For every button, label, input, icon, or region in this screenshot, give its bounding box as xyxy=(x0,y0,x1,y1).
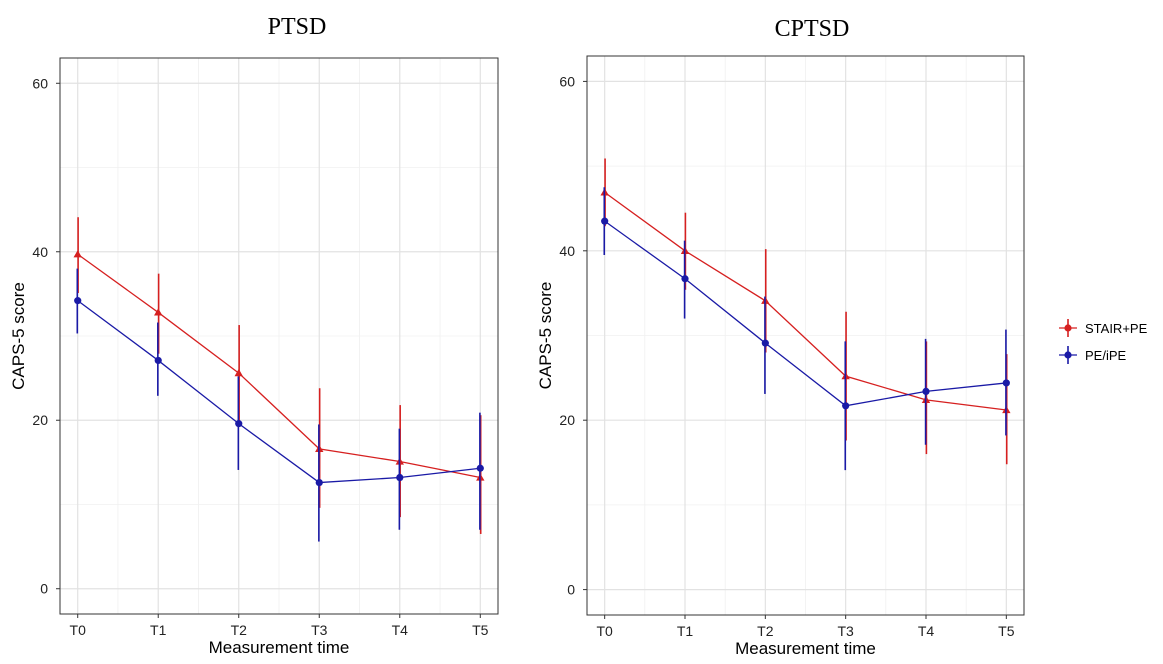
panel-ptsd: 0 20 40 60 T0 T1 T2 T3 T4 T5 PTSD Measurement time C… xyxy=(9,14,499,657)
x-tick-label: T1 xyxy=(150,622,167,638)
data-point xyxy=(476,464,484,472)
x-tick-label: T0 xyxy=(597,623,614,639)
y-tick-label: 40 xyxy=(559,243,575,259)
x-tick-label: T2 xyxy=(757,623,774,639)
legend-label: STAIR+PE xyxy=(1085,321,1148,336)
x-tick-label: T3 xyxy=(837,623,854,639)
x-tick-label: T4 xyxy=(392,622,409,638)
y-tick-label: 60 xyxy=(559,73,575,89)
y-tick-label: 0 xyxy=(40,581,48,597)
panel-cptsd: 0 20 40 60 T0 T1 T2 T3 T4 T5 CPTSD Measurement time… xyxy=(536,16,1025,658)
data-point xyxy=(234,368,243,377)
plot-frame xyxy=(586,55,1025,616)
x-tick-label: T2 xyxy=(231,622,248,638)
legend-label: PE/iPE xyxy=(1085,348,1127,363)
legend-key-marker xyxy=(1064,351,1072,359)
data-point xyxy=(761,339,769,347)
x-tick-label: T1 xyxy=(677,623,694,639)
data-point xyxy=(235,420,243,428)
y-tick-label: 40 xyxy=(32,244,48,260)
y-tick-label: 0 xyxy=(567,582,575,598)
x-axis-title: Measurement time xyxy=(735,639,876,658)
data-point xyxy=(154,356,162,365)
legend: STAIR+PE PE/iPE xyxy=(1059,319,1148,364)
legend-item: PE/iPE xyxy=(1059,346,1127,364)
data-point xyxy=(922,387,930,395)
series-pe-ipe xyxy=(74,268,484,542)
legend-item: STAIR+PE xyxy=(1059,319,1148,337)
y-tick-label: 20 xyxy=(559,412,575,428)
plot-frame xyxy=(59,57,499,615)
data-point xyxy=(154,308,163,316)
data-point xyxy=(315,478,323,487)
data-point xyxy=(396,473,404,482)
x-tick-label: T0 xyxy=(70,622,87,638)
series-line xyxy=(604,191,1007,411)
y-axis-title: CAPS-5 score xyxy=(9,282,28,390)
series-line xyxy=(77,253,481,479)
x-axis-title: Measurement time xyxy=(209,638,350,657)
x-tick-label: T5 xyxy=(472,622,489,638)
y-axis-title: CAPS-5 score xyxy=(536,282,555,390)
x-tick-label: T4 xyxy=(918,623,935,639)
data-point xyxy=(1002,379,1010,387)
panel-title: PTSD xyxy=(268,14,327,40)
panel-title: CPTSD xyxy=(775,16,850,42)
series-pe-ipe xyxy=(601,187,1010,471)
data-point xyxy=(681,275,689,283)
data-point xyxy=(601,217,609,225)
y-tick-label: 20 xyxy=(32,412,48,428)
series-line xyxy=(604,220,1007,407)
series-line xyxy=(77,300,481,484)
x-tick-label: T3 xyxy=(311,622,328,638)
data-point xyxy=(73,250,82,258)
y-tick-label: 60 xyxy=(32,75,48,91)
x-tick-label: T5 xyxy=(998,623,1015,639)
data-point xyxy=(842,402,850,410)
data-point xyxy=(74,297,82,305)
legend-key-marker xyxy=(1064,324,1072,332)
